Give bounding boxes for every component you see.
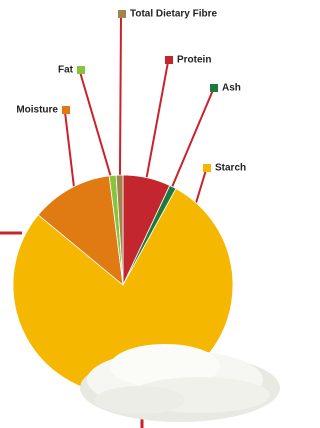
slice-label: Fat [58, 65, 74, 76]
leader-line [120, 14, 121, 186]
slice-label: Moisture [16, 105, 58, 116]
slice-label: Starch [215, 163, 246, 174]
slice-label: Total Dietary Fibre [130, 9, 217, 20]
leader-line [168, 88, 213, 197]
legend-swatch [118, 10, 126, 18]
labels: Protein Ash Starch Moisture Fat Total Dietary… [16, 9, 246, 174]
leader-line [145, 60, 168, 188]
slice-label: Protein [177, 55, 211, 66]
chart: Protein Ash Starch Moisture Fat Total Dietary… [0, 0, 289, 428]
legend-swatch [165, 56, 173, 64]
slice-label: Ash [222, 83, 241, 94]
leader-line [65, 110, 75, 198]
legend-swatch [203, 164, 211, 172]
legend-swatch [210, 84, 218, 92]
legend-swatch [62, 106, 70, 114]
leader-line [80, 70, 114, 186]
legend-swatch [77, 66, 85, 74]
